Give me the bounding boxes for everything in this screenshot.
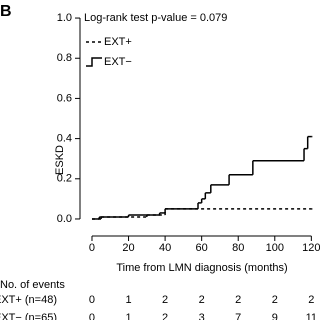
x-tick-label: 100 bbox=[266, 242, 284, 254]
table-cell: 2 bbox=[308, 294, 314, 306]
y-axis-label: ESKD bbox=[54, 145, 66, 175]
table-cell: 0 bbox=[89, 312, 95, 320]
x-tick-label: 120 bbox=[302, 242, 320, 254]
table-cell: 1 bbox=[125, 312, 131, 320]
table-row-label: EXT+ (n=48) bbox=[0, 294, 57, 306]
x-tick-label: 60 bbox=[196, 242, 208, 254]
table-cell: 9 bbox=[272, 312, 278, 320]
x-tick-label: 40 bbox=[159, 242, 171, 254]
y-tick-label: 1.0 bbox=[57, 12, 72, 24]
table-cell: 2 bbox=[235, 294, 241, 306]
y-tick-label: 0.4 bbox=[57, 133, 72, 145]
table-cell: 2 bbox=[162, 312, 168, 320]
legend-label: EXT+ bbox=[104, 36, 132, 48]
x-tick-label: 80 bbox=[232, 242, 244, 254]
table-row-label: EXT− (n=65) bbox=[0, 312, 57, 320]
x-axis-label: Time from LMN diagnosis (months) bbox=[116, 262, 287, 274]
annotation: Log-rank test p-value = 0.079 bbox=[84, 12, 227, 24]
table-cell: 7 bbox=[235, 312, 241, 320]
table-cell: 2 bbox=[272, 294, 278, 306]
table-cell: 2 bbox=[162, 294, 168, 306]
y-tick-label: 0.2 bbox=[57, 173, 72, 185]
legend-label: EXT− bbox=[104, 56, 132, 68]
table-cell: 3 bbox=[199, 312, 205, 320]
table-cell: 11 bbox=[306, 312, 317, 320]
table-cell: 0 bbox=[89, 294, 95, 306]
y-tick-label: 0.8 bbox=[57, 52, 72, 64]
panel-label: B bbox=[0, 3, 12, 20]
y-tick-label: 0.6 bbox=[57, 92, 72, 104]
table-cell: 2 bbox=[199, 294, 205, 306]
table-cell: 1 bbox=[125, 294, 131, 306]
table-title: No. of events bbox=[0, 279, 65, 291]
legend-swatch bbox=[86, 57, 102, 67]
x-tick-label: 20 bbox=[122, 242, 134, 254]
x-tick-label: 0 bbox=[89, 242, 95, 254]
y-tick-label: 0.0 bbox=[57, 213, 72, 225]
